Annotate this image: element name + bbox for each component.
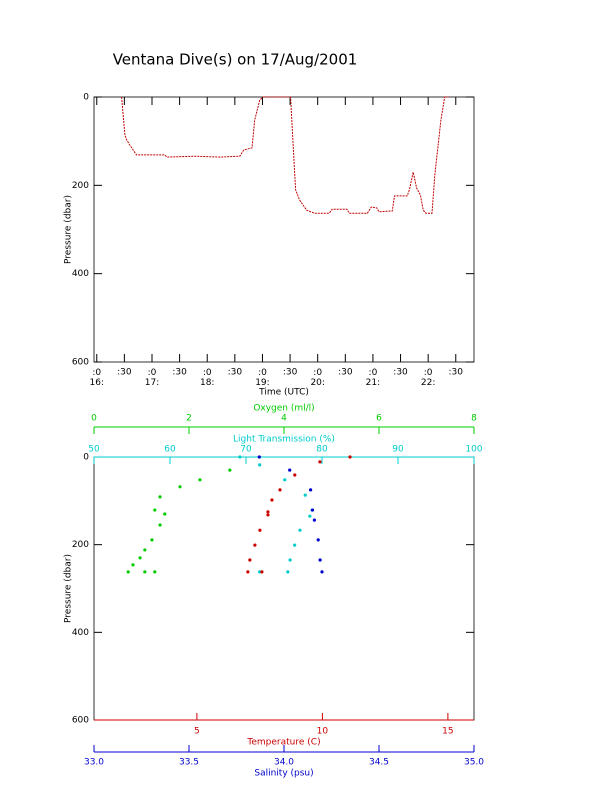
y-tick-label: 400	[72, 269, 89, 279]
data-point	[266, 513, 270, 517]
data-point	[228, 468, 232, 472]
data-point	[266, 510, 270, 514]
data-point	[143, 548, 147, 552]
x-tick-label: 2	[186, 414, 192, 424]
data-point	[126, 570, 130, 574]
x-tick-label: :0 17:	[145, 368, 159, 388]
x-tick-label: 35.0	[464, 758, 484, 768]
x-tick-label: 6	[376, 414, 382, 424]
data-point	[288, 558, 292, 562]
x-tick-label: 5	[194, 727, 200, 737]
x-tick-label: 50	[88, 445, 100, 455]
data-point	[270, 498, 274, 502]
data-point	[153, 570, 157, 574]
x-axis-label: Temperature (C)	[246, 738, 320, 748]
y-tick-label: 0	[83, 453, 89, 463]
x-axis-label: Time (UTC)	[258, 388, 309, 398]
data-point	[163, 512, 167, 516]
x-tick-label: :0 19:	[255, 368, 269, 388]
x-tick-label: :30	[338, 368, 353, 378]
figure-title: Ventana Dive(s) on 17/Aug/2001	[113, 51, 358, 69]
data-point	[260, 570, 264, 574]
data-point	[248, 558, 252, 562]
data-point	[198, 478, 202, 482]
x-tick-label: :30	[228, 368, 243, 378]
x-tick-label: :30	[283, 368, 298, 378]
data-point	[293, 543, 297, 547]
data-point	[310, 508, 315, 512]
x-tick-label: :0 20:	[310, 368, 324, 388]
data-point	[320, 570, 324, 574]
x-axis-label: Salinity (psu)	[254, 769, 313, 779]
data-point	[253, 543, 257, 547]
x-tick-label: 34.5	[369, 758, 389, 768]
x-tick-label: :0 16:	[90, 368, 104, 388]
x-axis-label: Oxygen (ml/l)	[253, 404, 314, 414]
data-point	[258, 528, 262, 532]
data-point	[316, 538, 320, 542]
data-point	[288, 468, 292, 472]
x-tick-label: 80	[316, 445, 328, 455]
data-point	[348, 455, 352, 459]
x-tick-label: :0 22:	[421, 368, 435, 388]
data-point	[303, 493, 307, 497]
data-point	[150, 538, 154, 542]
y-tick-label: 600	[72, 716, 89, 726]
data-point	[318, 558, 322, 562]
x-tick-label: :30	[449, 368, 464, 378]
data-point	[298, 528, 302, 532]
x-tick-label: :30	[172, 368, 187, 378]
x-tick-label: 90	[392, 445, 404, 455]
y-tick-label: 600	[72, 358, 89, 368]
data-point	[283, 478, 287, 482]
x-tick-label: 10	[317, 727, 329, 737]
x-tick-label: :30	[117, 368, 132, 378]
plot-frame	[93, 96, 475, 363]
data-point	[178, 485, 182, 489]
y-axis-label: Pressure (dbar)	[64, 195, 74, 264]
x-tick-label: 4	[281, 414, 287, 424]
x-tick-label: 33.0	[84, 758, 104, 768]
data-point	[143, 570, 147, 574]
x-tick-label: 34.0	[274, 758, 294, 768]
x-tick-label: 60	[164, 445, 176, 455]
data-point	[158, 495, 162, 499]
data-point	[138, 556, 142, 560]
x-tick-label: :0 18:	[200, 368, 214, 388]
x-tick-label: 8	[471, 414, 477, 424]
y-tick-label: 400	[72, 628, 89, 638]
y-tick-label: 200	[72, 181, 89, 191]
y-axis-label: Pressure (dbar)	[64, 554, 74, 623]
x-axis-label: Light Transmission (%)	[233, 435, 335, 445]
data-point	[158, 523, 162, 527]
x-tick-label: 0	[91, 414, 97, 424]
data-point	[153, 508, 157, 512]
data-point	[293, 473, 297, 477]
data-point	[246, 570, 250, 574]
data-point	[257, 455, 261, 459]
pressure-line	[121, 96, 449, 214]
x-tick-label: 15	[442, 727, 453, 737]
data-point	[258, 463, 262, 467]
data-point	[286, 570, 290, 574]
data-point	[131, 563, 135, 567]
data-point	[258, 570, 262, 574]
data-point	[308, 514, 312, 518]
data-point	[312, 518, 316, 522]
data-point	[238, 455, 242, 459]
x-tick-label: 33.5	[179, 758, 199, 768]
y-tick-label: 200	[72, 540, 89, 550]
x-tick-label: :0 21:	[366, 368, 380, 388]
data-point	[318, 460, 322, 464]
data-point	[309, 488, 313, 492]
x-tick-label: 70	[240, 445, 252, 455]
y-tick-label: 0	[83, 93, 89, 103]
x-tick-label: :30	[393, 368, 408, 378]
data-point	[278, 488, 282, 492]
plot-frame	[93, 456, 475, 721]
x-tick-label: 100	[465, 445, 482, 455]
